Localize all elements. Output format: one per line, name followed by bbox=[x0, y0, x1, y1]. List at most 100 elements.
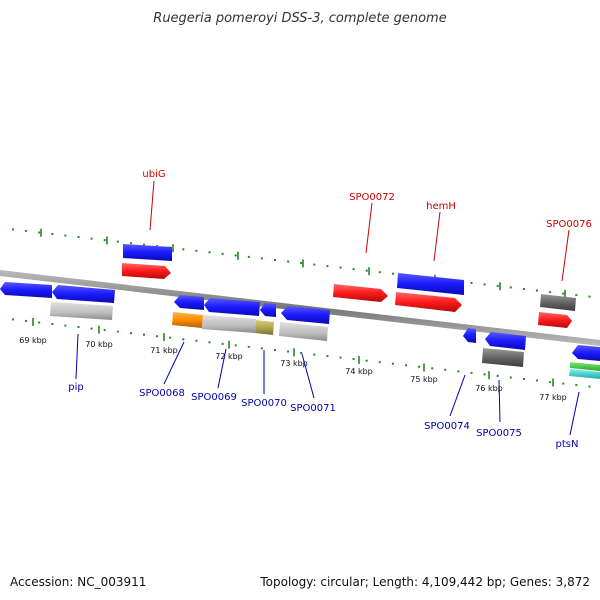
tick-dot bbox=[431, 367, 434, 370]
tick-dot bbox=[77, 326, 80, 328]
tick-dot bbox=[287, 350, 290, 353]
gene-spo0070[interactable] bbox=[260, 303, 276, 317]
tick-dot bbox=[221, 252, 224, 255]
tick-dot bbox=[536, 289, 538, 292]
tick-dot bbox=[588, 385, 591, 388]
tick-dot bbox=[25, 229, 28, 232]
accession-text: Accession: NC_003911 bbox=[10, 575, 146, 589]
tick-dot bbox=[300, 262, 303, 264]
tick-dot bbox=[90, 237, 93, 240]
label-spo0070[interactable]: SPO0070 bbox=[241, 398, 287, 409]
tick-dot bbox=[195, 339, 198, 342]
label-spo0069[interactable]: SPO0069 bbox=[191, 392, 237, 403]
label-spo0071[interactable]: SPO0071 bbox=[290, 403, 336, 414]
tick-dot bbox=[444, 368, 447, 371]
label-hemh[interactable]: hemH bbox=[426, 201, 456, 212]
gene-spo0070-olive[interactable] bbox=[255, 320, 274, 335]
tick-dot bbox=[339, 356, 342, 359]
tick-dot bbox=[483, 373, 486, 376]
gene-spo0074[interactable] bbox=[463, 328, 476, 343]
gene-spo0069-gray[interactable] bbox=[202, 315, 256, 333]
tick-dot bbox=[470, 281, 473, 284]
tick-dot bbox=[470, 371, 473, 374]
tick-dot bbox=[509, 286, 512, 289]
gene-spo0076-red[interactable] bbox=[538, 312, 572, 328]
tick-dot bbox=[562, 382, 565, 385]
gene-spo0072[interactable] bbox=[333, 284, 388, 302]
label-spo0072[interactable]: SPO0072 bbox=[349, 192, 395, 203]
tick-dot bbox=[182, 338, 185, 341]
tick-dot bbox=[260, 257, 263, 260]
tick-dot bbox=[12, 318, 14, 321]
gene-hemh-red[interactable] bbox=[395, 292, 462, 312]
tick-dot bbox=[562, 292, 565, 295]
tick-dot bbox=[103, 239, 106, 242]
tick-label-72kbp: 72 kbp bbox=[215, 352, 243, 361]
gene-spo0068-orange[interactable] bbox=[172, 312, 203, 328]
tick-dot bbox=[313, 353, 316, 356]
tick-dot bbox=[182, 248, 185, 251]
tick-dot bbox=[575, 384, 578, 387]
tick-dot bbox=[25, 319, 28, 322]
gene-spo0069[interactable] bbox=[204, 298, 260, 316]
gene-pip[interactable] bbox=[52, 285, 115, 303]
tick-dot bbox=[247, 345, 250, 348]
tick-dot bbox=[313, 263, 316, 266]
gene-spo0075-gray[interactable] bbox=[482, 348, 524, 367]
gene-spo0071-gray[interactable] bbox=[279, 322, 328, 341]
tick-dot bbox=[143, 333, 145, 336]
label-spo0074[interactable]: SPO0074 bbox=[424, 421, 470, 432]
tick-dot bbox=[64, 234, 67, 237]
label-ubig[interactable]: ubiG bbox=[142, 169, 165, 180]
tick-dot bbox=[418, 365, 421, 368]
tick-dot bbox=[483, 283, 486, 286]
tick-dot bbox=[326, 265, 329, 268]
tick-dot bbox=[12, 228, 14, 231]
label-ptsn[interactable]: ptsN bbox=[556, 439, 579, 450]
tick-dot bbox=[156, 335, 159, 338]
label-spo0076[interactable]: SPO0076 bbox=[546, 219, 592, 230]
tick-label-77kbp: 77 kbp bbox=[539, 393, 567, 402]
tick-dot bbox=[247, 255, 250, 258]
tick-dot bbox=[352, 358, 355, 361]
forward-gene-labels: ubiG SPO0072 hemH SPO0076 bbox=[142, 169, 592, 282]
tick-dot bbox=[51, 233, 54, 235]
tick-label-73kbp: 73 kbp bbox=[280, 359, 308, 368]
tick-dot bbox=[391, 272, 394, 275]
tick-label-75kbp: 75 kbp bbox=[410, 375, 438, 384]
gene-ubig-red[interactable] bbox=[122, 263, 171, 279]
tick-dot bbox=[116, 330, 119, 333]
tick-dot bbox=[129, 242, 132, 245]
tick-dot bbox=[129, 332, 132, 335]
tick-dot bbox=[169, 336, 172, 339]
tick-dot bbox=[143, 243, 145, 246]
tick-label-71kbp: 71 kbp bbox=[150, 346, 178, 355]
gene-hemh-blue[interactable] bbox=[397, 273, 464, 295]
gene-spo0071[interactable] bbox=[281, 306, 330, 324]
map-title: Ruegeria pomeroyi DSS-3, complete genome bbox=[153, 11, 446, 26]
label-spo0075[interactable]: SPO0075 bbox=[476, 428, 522, 439]
gene-ubig-forward[interactable] bbox=[123, 244, 172, 261]
gene-ptsn[interactable] bbox=[572, 345, 600, 361]
tick-dot bbox=[274, 259, 276, 261]
genome-summary-text: Topology: circular; Length: 4,109,442 bp… bbox=[259, 575, 590, 589]
tick-dot bbox=[300, 352, 303, 354]
gene-spo0076-gray[interactable] bbox=[540, 294, 576, 311]
gene-ptsn-green[interactable] bbox=[570, 362, 600, 371]
label-pip[interactable]: pip bbox=[68, 382, 83, 393]
tick-dot bbox=[195, 249, 198, 252]
tick-dot bbox=[339, 266, 342, 269]
tick-dot bbox=[588, 295, 591, 298]
tick-dot bbox=[234, 254, 237, 257]
gene-pip-gray[interactable] bbox=[50, 302, 113, 320]
tick-dot bbox=[575, 294, 578, 297]
tick-dot bbox=[509, 376, 512, 379]
kbp-tick-labels: 69 kbp 70 kbp 71 kbp 72 kbp 73 kbp 74 kb… bbox=[19, 336, 567, 402]
gene-spo0075[interactable] bbox=[485, 332, 526, 350]
label-spo0068[interactable]: SPO0068 bbox=[139, 388, 185, 399]
gene-ptsn-cyan[interactable] bbox=[569, 369, 600, 379]
tick-label-69kbp: 69 kbp bbox=[19, 336, 47, 345]
gene-left-arrow-1[interactable] bbox=[0, 282, 52, 298]
gene-spo0068[interactable] bbox=[174, 295, 204, 310]
